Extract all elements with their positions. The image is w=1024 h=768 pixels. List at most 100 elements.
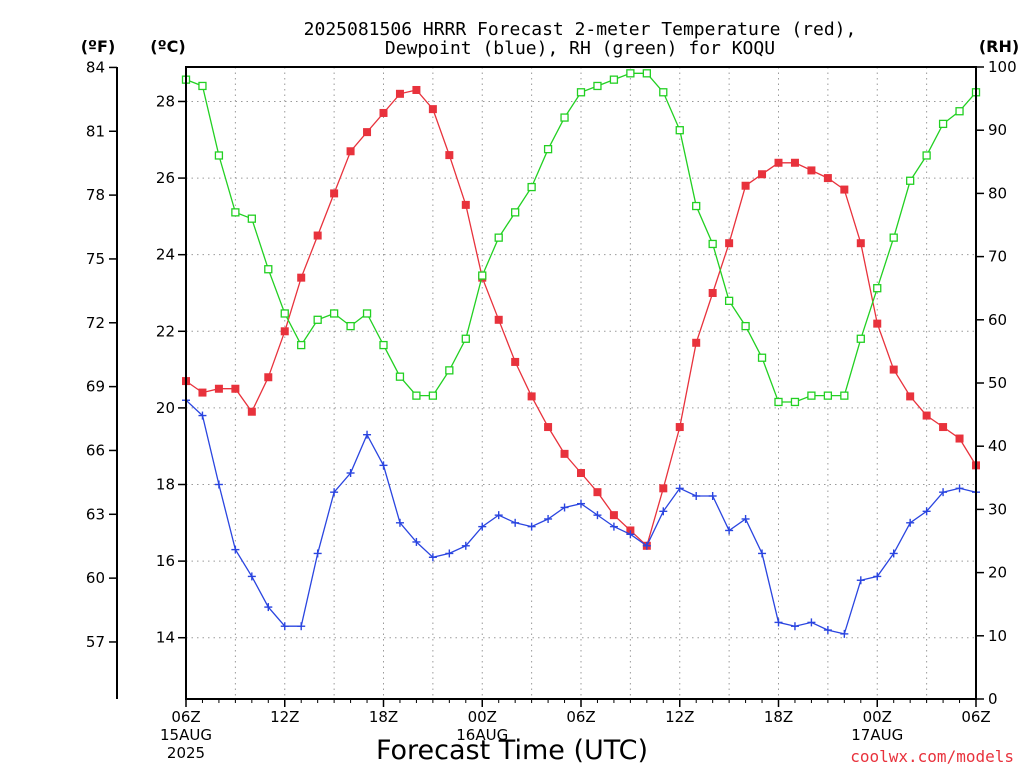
dewpoint-point [774,618,783,627]
dewpoint-point [247,572,256,581]
chart-title-line2: Dewpoint (blue), RH (green) for KOQU [385,38,775,59]
fahrenheit-tick-label: 84 [86,58,105,76]
rh-tick-label: 40 [988,437,1007,455]
fahrenheit-tick-label: 81 [86,122,105,140]
chart-title-line1: 2025081506 HRRR Forecast 2-meter Tempera… [304,19,857,40]
rh-point [757,353,767,362]
rh-point [724,296,734,305]
x-tick-date: 17AUG [851,726,903,744]
celsius-tick-label: 26 [156,169,175,187]
rh-point [642,69,651,78]
rh-point [527,182,536,192]
temperature-point [214,384,223,393]
rh-point [280,309,289,318]
temperature-point [395,89,404,98]
rh-point [247,214,256,223]
dewpoint-point [593,511,602,520]
dewpoint-point [609,522,618,531]
rh-tick-label: 10 [988,627,1007,645]
x-tick-label: 12Z [270,708,299,726]
rh-point [790,397,800,407]
rh-tick-label: 20 [988,564,1007,582]
fahrenheit-tick-label: 63 [86,505,105,523]
rh-point [428,391,438,400]
x-tick-date: 16AUG [456,726,508,744]
dewpoint-point [577,499,585,508]
temperature-line [185,89,977,547]
plot-frame [185,66,977,700]
rh-tick-label: 80 [988,184,1007,202]
dewpoint-point [313,549,322,558]
fahrenheit-axis-label: (ºF) [81,37,116,56]
temperature-point [577,469,585,478]
temperature-point [264,373,273,382]
rh-axis-label: (RH) [979,37,1019,56]
temperature-point [889,365,898,374]
dewpoint-point [758,549,767,558]
x-tick-label: 18Z [369,708,398,726]
dewpoint-line [185,399,977,635]
fahrenheit-tick-label: 78 [86,186,105,204]
rh-tick-label: 60 [988,311,1007,329]
temperature-point [379,108,388,117]
temperature-point [363,128,372,137]
rh-point [626,69,635,78]
series-layer [181,69,981,638]
dewpoint-point [412,537,421,546]
dewpoint-point [922,507,931,516]
temperature-point [955,434,964,443]
dewpoint-point [659,507,668,516]
rh-point [823,391,833,400]
grid-lines [186,67,976,699]
dewpoint-point [856,576,865,585]
dewpoint-point [527,522,536,531]
rh-point [461,334,470,343]
temperature-point [247,407,256,416]
rh-point [494,233,503,242]
rh-point [955,107,964,116]
temperature-point [675,423,684,432]
temperature-point [527,392,536,401]
temperature-point [856,239,865,248]
temperature-point [231,384,240,393]
rh-point [395,372,405,381]
dewpoint-point [297,622,306,631]
dewpoint-point [445,549,454,558]
celsius-axis-label: (ºC) [150,37,185,56]
x-axis-title: Forecast Time (UTC) [376,735,648,766]
celsius-tick-label: 24 [156,246,175,264]
dewpoint-point [461,541,470,550]
rh-point [856,334,865,343]
rh-point [346,321,355,331]
dewpoint-point [363,430,372,439]
x-tick-year: 2025 [167,744,205,762]
x-tick-label: 18Z [764,708,793,726]
celsius-tick-label: 18 [156,476,175,494]
rh-tick-label: 70 [988,248,1007,266]
rh-point [379,340,388,350]
dewpoint-point [939,488,948,497]
dewpoint-point [198,411,207,420]
dewpoint-point [708,491,717,500]
x-tick-label: 00Z [468,708,497,726]
temperature-point [692,338,701,347]
rh-point [807,391,816,400]
temperature-point [741,181,750,190]
temperature-point [922,411,931,420]
dewpoint-point [741,514,750,523]
x-tick-date: 15AUG [160,726,212,744]
rh-tick-label: 0 [988,690,998,708]
rh-point [938,119,948,129]
celsius-tick-label: 28 [156,92,175,110]
rh-point [412,391,421,400]
temperature-point [461,200,470,209]
x-tick-label: 06Z [566,708,595,726]
dewpoint-point [280,622,289,631]
temperature-point [823,174,832,183]
rh-point [362,309,372,318]
dewpoint-point [955,484,964,493]
dewpoint-point [873,572,882,581]
x-tick-label: 06Z [961,708,990,726]
dewpoint-point [692,491,701,500]
